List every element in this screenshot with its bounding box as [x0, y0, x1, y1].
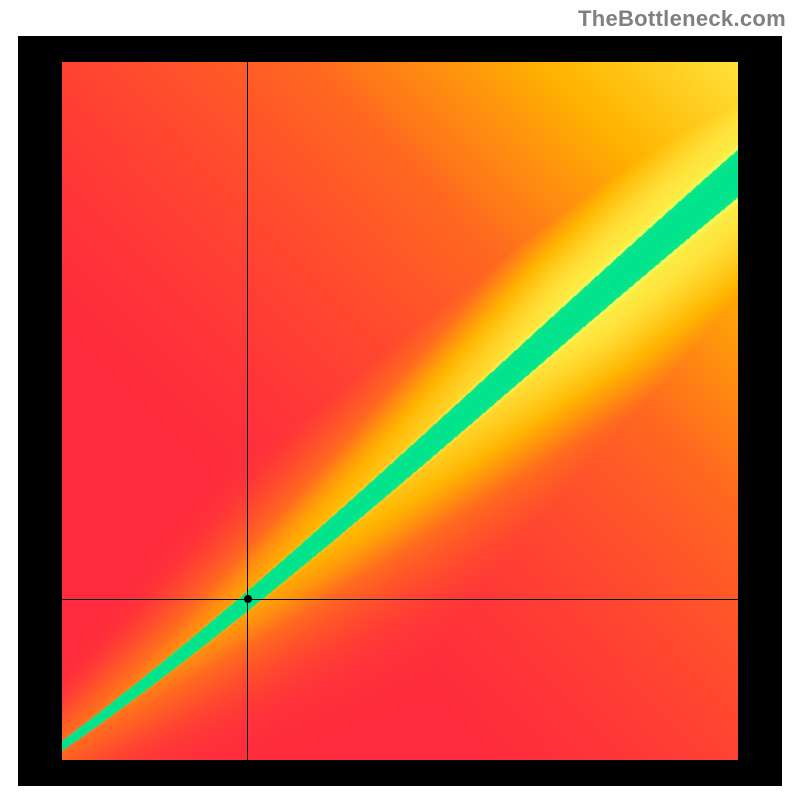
heatmap-canvas: [62, 62, 738, 760]
crosshair-horizontal: [62, 599, 738, 600]
watermark-text: TheBottleneck.com: [578, 6, 786, 32]
plot-outer-frame: [18, 36, 782, 786]
crosshair-vertical: [247, 62, 248, 760]
stage: TheBottleneck.com: [0, 0, 800, 800]
